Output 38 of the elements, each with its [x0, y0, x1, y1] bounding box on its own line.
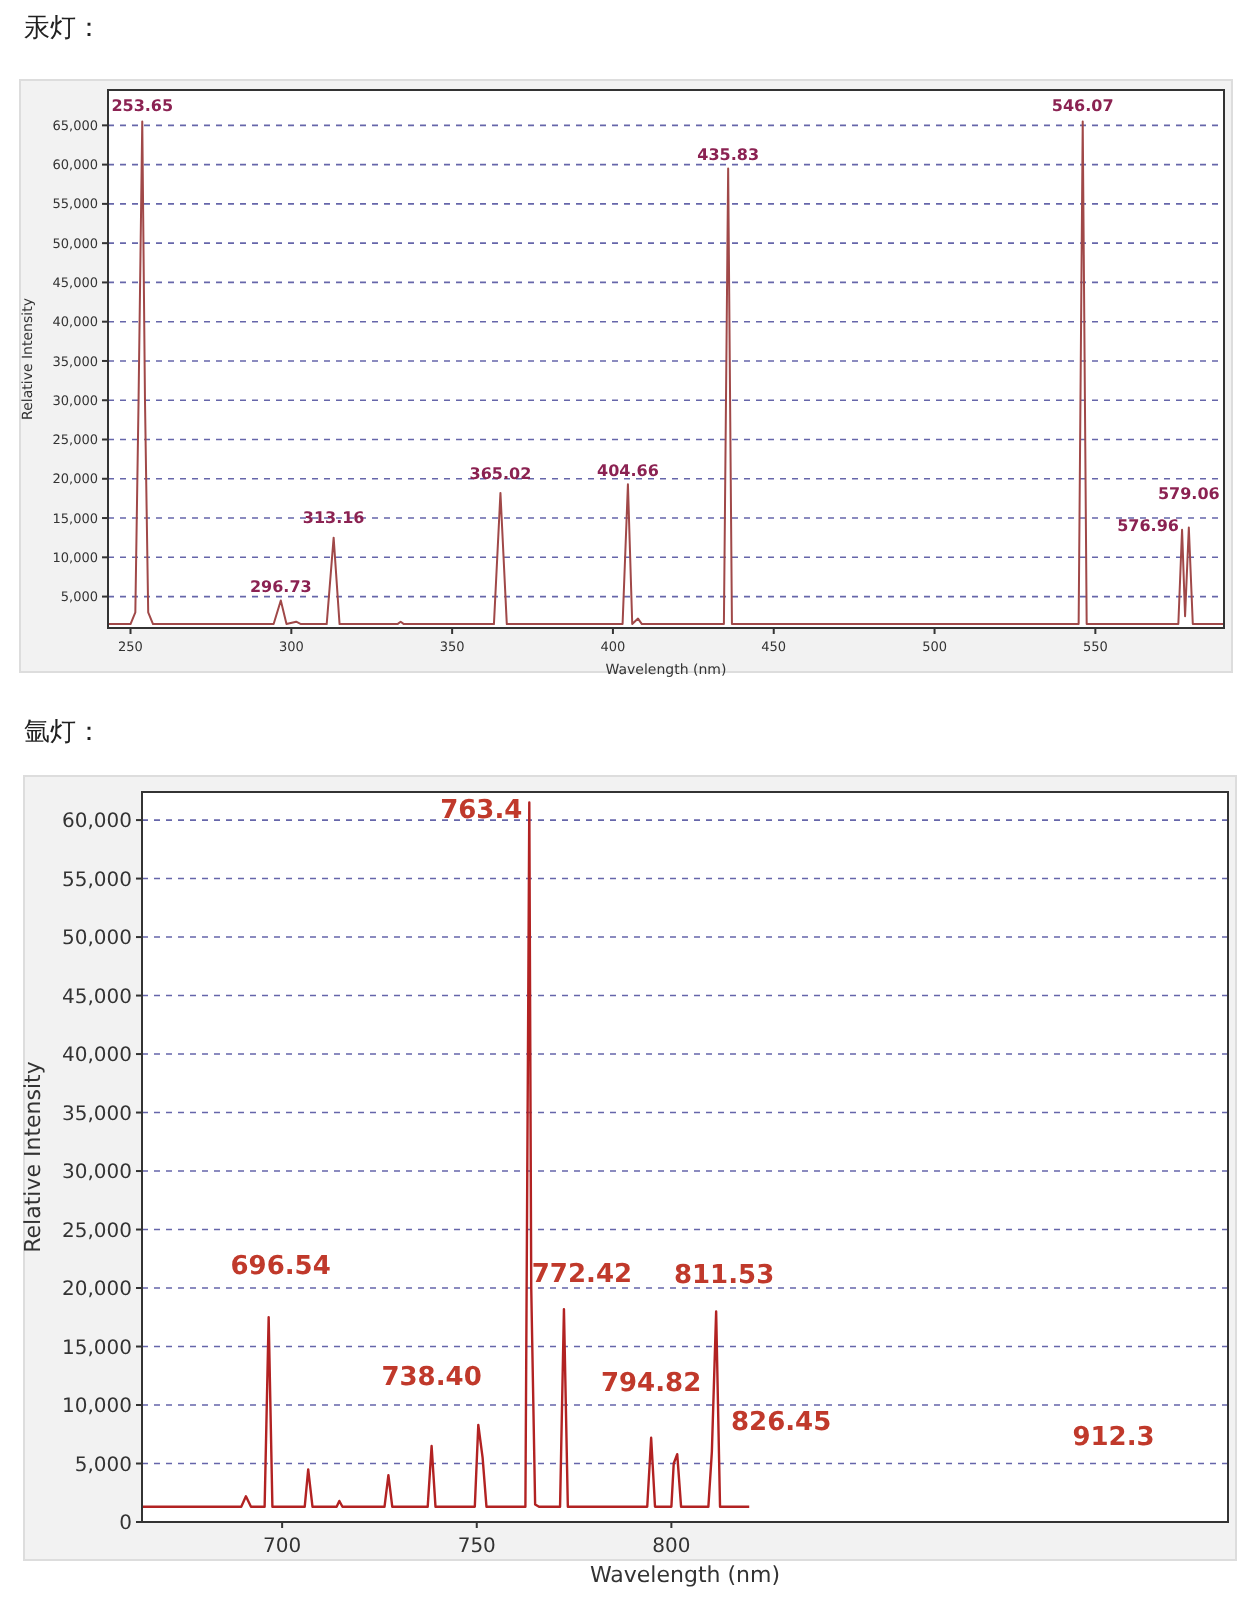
y-tick-label: 50,000 [62, 928, 132, 951]
annotation: 794.82 [600, 1368, 702, 1399]
annotation: 546.07 [1051, 97, 1114, 116]
y-tick-label: 5,000 [74, 1454, 132, 1477]
annotation: 296.73 [249, 578, 312, 597]
y-tick-label: 10,000 [62, 1396, 132, 1419]
y-tick-label: 40,000 [62, 1045, 132, 1068]
y-tick-label: 60,000 [62, 811, 132, 834]
y-axis-title: Relative Intensity [19, 1060, 46, 1253]
y-tick-label: 30,000 [62, 1162, 132, 1185]
x-tick-label: 750 [457, 1536, 496, 1558]
chart-title: 氩灯： [24, 716, 102, 746]
annotation: 435.83 [697, 146, 760, 165]
y-tick-label: 15,000 [62, 1337, 132, 1360]
annotation: 772.42 [531, 1260, 633, 1291]
x-tick-label: 700 [263, 1536, 302, 1558]
annotation: 579.06 [1157, 485, 1221, 504]
annotation: 404.66 [597, 461, 660, 480]
annotation: 313.16 [302, 509, 366, 528]
annotation: 576.96 [1117, 517, 1180, 536]
line-series [108, 120, 1224, 626]
y-tick-label: 20,000 [62, 1279, 132, 1302]
y-tick-label: 55,000 [62, 869, 132, 892]
annotation: 763.4 [440, 795, 523, 826]
y-tick-label: 25,000 [62, 1220, 132, 1243]
annotation: 811.53 [673, 1260, 775, 1291]
y-tick-label: 45,000 [62, 986, 132, 1009]
x-tick-label: 800 [652, 1536, 691, 1558]
annotation: 738.40 [381, 1363, 482, 1394]
y-tick-label: 0 [119, 1513, 132, 1535]
y-tick-label: 35,000 [62, 1103, 132, 1126]
chart-title: 汞灯： [24, 12, 102, 42]
annotation: 912.3 [1072, 1422, 1155, 1453]
annotation: 365.02 [469, 464, 532, 483]
x-axis-title: Wavelength (nm) [589, 1562, 781, 1588]
annotation: 696.54 [230, 1252, 331, 1283]
annotation: 253.65 [111, 97, 174, 116]
annotation: 826.45 [730, 1408, 832, 1439]
